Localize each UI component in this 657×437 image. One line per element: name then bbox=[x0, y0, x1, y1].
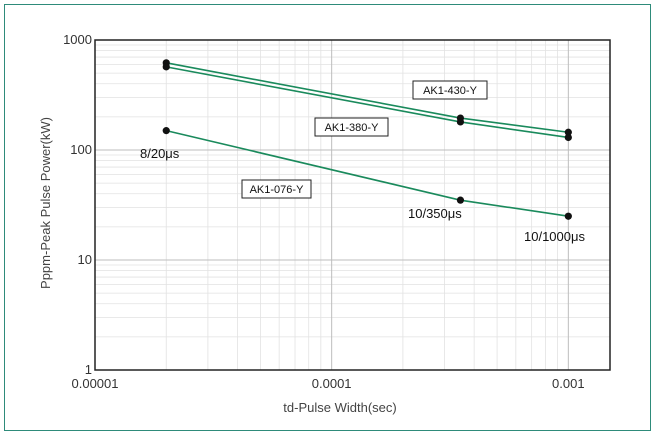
series-label-430: AK1-430-Y bbox=[423, 85, 477, 97]
y-tick-label: 1 bbox=[85, 362, 92, 377]
x-tick-label: 0.001 bbox=[552, 376, 585, 391]
annotation-8-20: 8/20μs bbox=[140, 146, 180, 161]
series-lines bbox=[162, 59, 572, 220]
minor-grid bbox=[95, 40, 610, 370]
x-tick-label: 0.0001 bbox=[312, 376, 352, 391]
series-label-430-frame bbox=[412, 80, 488, 100]
data-point bbox=[456, 196, 465, 204]
major-grid bbox=[94, 39, 610, 371]
data-point bbox=[456, 118, 465, 126]
series-label-box-430: AK1-430-Y bbox=[412, 80, 488, 100]
plot-area-border bbox=[94, 39, 611, 371]
series-line-2 bbox=[166, 129, 569, 218]
data-point bbox=[564, 128, 572, 136]
annotation-10-350: 10/350μs bbox=[408, 206, 462, 221]
series-label-box-076: AK1-076-Y bbox=[241, 179, 312, 199]
x-tick-label: 0.00001 bbox=[72, 376, 119, 391]
y-tick-labels: 1 10 100 1000 bbox=[63, 32, 92, 377]
series-label-076: AK1-076-Y bbox=[250, 184, 304, 196]
annotation-10-1000: 10/1000μs bbox=[524, 229, 585, 244]
data-point bbox=[162, 63, 170, 71]
data-point bbox=[564, 133, 572, 142]
y-tick-label: 1000 bbox=[63, 32, 92, 47]
series-label-380: AK1-380-Y bbox=[325, 122, 379, 134]
x-tick-labels: 0.00001 0.0001 0.001 bbox=[72, 376, 585, 391]
series-label-380-frame bbox=[314, 117, 389, 137]
data-point bbox=[162, 127, 170, 135]
y-tick-label: 100 bbox=[70, 142, 92, 157]
chart-frame bbox=[4, 4, 651, 431]
y-tick-label: 10 bbox=[78, 252, 92, 267]
y-axis-title: Pppm-Peak Pulse Power(kW) bbox=[38, 117, 53, 289]
series-label-076-frame bbox=[241, 179, 312, 199]
data-point bbox=[564, 212, 572, 220]
series-label-box-380: AK1-380-Y bbox=[314, 117, 389, 137]
x-axis-title: td-Pulse Width(sec) bbox=[283, 400, 396, 415]
